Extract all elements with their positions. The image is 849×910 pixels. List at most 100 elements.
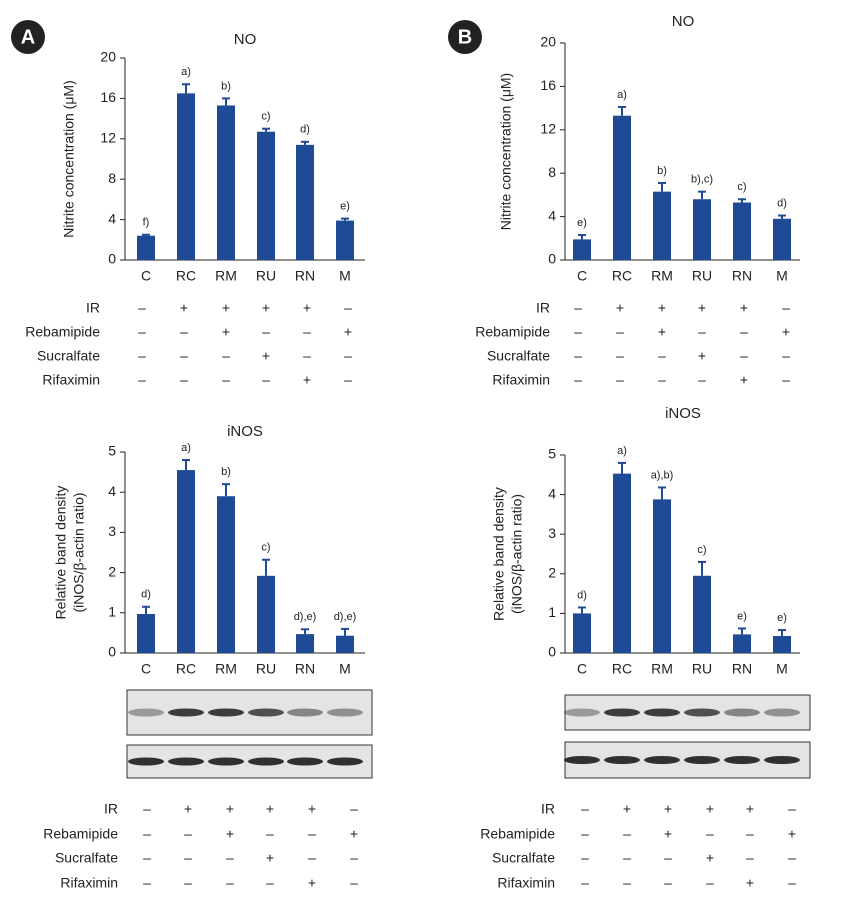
y-tick-label: 0	[108, 251, 116, 267]
treatment-mark: –	[138, 348, 146, 364]
bar	[137, 235, 155, 260]
chart-title: NO	[672, 13, 695, 30]
significance-label: d),e)	[334, 611, 357, 623]
treatment-mark: –	[226, 850, 234, 866]
x-tick-label: RM	[651, 268, 673, 284]
significance-label: b),c)	[691, 174, 713, 186]
treatment-mark: –	[658, 372, 666, 388]
treatment-mark: –	[782, 300, 790, 316]
panel-label: B	[458, 26, 472, 48]
y-axis-label: (iNOS/β-actin ratio)	[509, 494, 525, 614]
treatment-label: Sucralfate	[487, 348, 550, 364]
treatment-mark: –	[184, 850, 192, 866]
x-tick-label: RU	[256, 661, 276, 677]
treatment-mark: –	[581, 826, 589, 842]
treatment-mark: –	[574, 372, 582, 388]
treatment-mark: –	[581, 850, 589, 866]
x-tick-label: M	[776, 661, 788, 677]
significance-label: e)	[577, 217, 587, 229]
treatment-mark: –	[616, 348, 624, 364]
treatment-mark: –	[623, 875, 631, 891]
treatment-mark: –	[574, 348, 582, 364]
treatment-mark: –	[180, 372, 188, 388]
panel-label: A	[21, 26, 35, 48]
treatment-label: Rebamipide	[25, 324, 100, 340]
x-tick-label: RN	[732, 268, 752, 284]
treatment-mark: –	[266, 875, 274, 891]
treatment-mark: –	[788, 801, 796, 817]
treatment-mark: +	[344, 324, 352, 340]
bar	[613, 115, 631, 260]
treatment-label: Rifaximin	[492, 372, 550, 388]
treatment-mark: –	[308, 826, 316, 842]
treatment-mark: –	[664, 875, 672, 891]
blot-band	[327, 708, 363, 717]
treatment-mark: +	[623, 801, 631, 817]
x-tick-label: RN	[732, 661, 752, 677]
blot-band	[604, 708, 640, 717]
blot-band	[208, 757, 244, 766]
treatment-mark: +	[616, 300, 624, 316]
bar	[217, 105, 235, 260]
treatment-mark: –	[623, 826, 631, 842]
significance-label: b)	[657, 165, 667, 177]
treatment-mark: +	[350, 826, 358, 842]
significance-label: a)	[617, 445, 627, 457]
treatment-mark: –	[746, 850, 754, 866]
treatment-mark: +	[740, 372, 748, 388]
treatment-mark: +	[266, 850, 274, 866]
x-tick-label: RN	[295, 268, 315, 284]
treatment-mark: –	[262, 372, 270, 388]
treatment-label: Rifaximin	[497, 875, 555, 891]
y-tick-label: 0	[108, 644, 116, 660]
treatment-mark: –	[658, 348, 666, 364]
treatment-mark: –	[344, 300, 352, 316]
x-tick-label: C	[577, 268, 587, 284]
bar	[573, 239, 591, 260]
bar	[653, 499, 671, 653]
blot-band	[248, 708, 284, 717]
blot-band	[128, 757, 164, 766]
significance-label: a)	[181, 442, 191, 454]
significance-label: e)	[777, 612, 787, 624]
blot-band	[764, 756, 800, 764]
treatment-mark: +	[180, 300, 188, 316]
x-tick-label: RU	[692, 268, 712, 284]
blot-band	[604, 756, 640, 764]
significance-label: d)	[577, 589, 587, 601]
treatment-label: Rebamipide	[480, 826, 555, 842]
treatment-mark: –	[698, 324, 706, 340]
treatment-mark: +	[222, 300, 230, 316]
treatment-label: Sucralfate	[492, 850, 555, 866]
treatment-mark: +	[664, 801, 672, 817]
bar	[693, 199, 711, 260]
treatment-mark: –	[740, 348, 748, 364]
treatment-mark: +	[262, 300, 270, 316]
y-axis-label: Nitrite concentration (μM)	[61, 80, 77, 237]
treatment-label: Rebamipide	[43, 826, 118, 842]
panel-badge	[448, 20, 482, 54]
y-tick-label: 5	[548, 446, 556, 462]
blot-band	[208, 708, 244, 717]
treatment-label: IR	[86, 300, 100, 316]
significance-label: d),e)	[294, 611, 317, 623]
blot-band	[287, 757, 323, 766]
treatment-label: Sucralfate	[37, 348, 100, 364]
x-tick-label: RC	[612, 268, 632, 284]
chart-title: iNOS	[227, 423, 263, 440]
x-tick-label: M	[339, 268, 351, 284]
treatment-mark: –	[706, 875, 714, 891]
treatment-mark: –	[303, 324, 311, 340]
treatment-mark: –	[138, 372, 146, 388]
y-tick-label: 20	[100, 49, 116, 65]
x-tick-label: RM	[651, 661, 673, 677]
treatment-mark: –	[350, 801, 358, 817]
bar	[773, 218, 791, 260]
treatment-mark: +	[698, 348, 706, 364]
treatment-mark: +	[262, 348, 270, 364]
treatment-mark: –	[616, 324, 624, 340]
treatment-label: Sucralfate	[55, 850, 118, 866]
blot-band	[128, 708, 164, 717]
x-tick-label: C	[141, 268, 151, 284]
significance-label: c)	[697, 544, 706, 556]
